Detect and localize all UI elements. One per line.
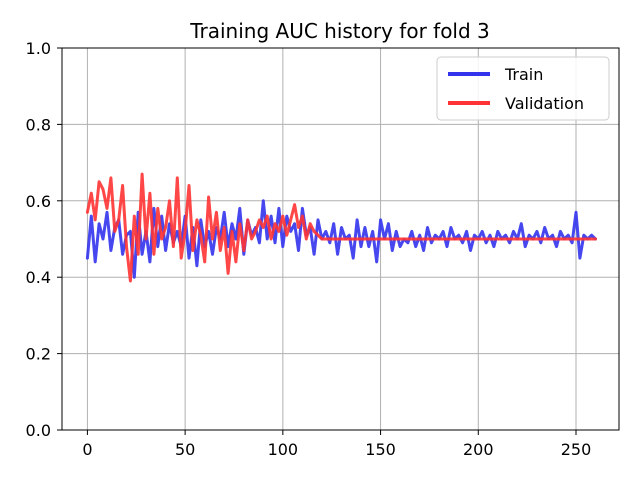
legend-label-train: Train (504, 65, 543, 84)
series-line-validation (85, 172, 597, 283)
y-tick-label: 0.0 (26, 421, 51, 440)
y-tick-label: 0.8 (26, 115, 51, 134)
legend: Train Validation (436, 56, 610, 121)
y-tick-label: 1.0 (26, 39, 51, 58)
x-tick-label: 50 (175, 440, 195, 459)
series-lines (85, 172, 597, 283)
x-tick-label: 250 (561, 440, 592, 459)
chart-title: Training AUC history for fold 3 (189, 19, 490, 43)
legend-label-validation: Validation (505, 94, 584, 113)
y-tick-label: 0.2 (26, 345, 51, 364)
x-tick-label: 0 (82, 440, 92, 459)
x-tick-label: 150 (365, 440, 396, 459)
plot-frame (61, 47, 620, 431)
y-tick-label: 0.6 (26, 192, 51, 211)
axis-ticks: 0 50 100 150 200 250 0.0 0.2 0.4 0.6 0.8 1.0 (26, 39, 592, 459)
x-tick-label: 200 (463, 440, 494, 459)
y-tick-label: 0.4 (26, 268, 51, 287)
x-tick-label: 100 (268, 440, 299, 459)
